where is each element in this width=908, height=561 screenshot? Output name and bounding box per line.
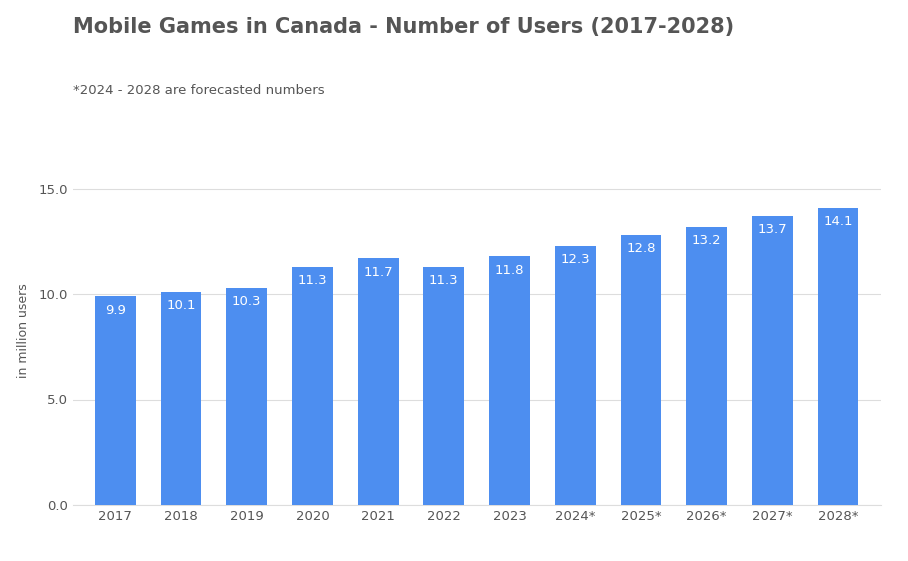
Bar <box>489 256 530 505</box>
Text: 12.3: 12.3 <box>560 253 590 266</box>
Bar <box>555 246 596 505</box>
Text: 11.3: 11.3 <box>429 274 459 287</box>
Bar <box>226 288 267 505</box>
Bar <box>95 296 135 505</box>
Text: 13.7: 13.7 <box>757 223 787 237</box>
Text: 11.8: 11.8 <box>495 264 524 277</box>
Bar <box>358 258 399 505</box>
Text: 13.2: 13.2 <box>692 234 722 247</box>
Bar <box>752 216 793 505</box>
Text: Mobile Games in Canada - Number of Users (2017-2028): Mobile Games in Canada - Number of Users… <box>73 17 734 37</box>
Bar <box>620 235 661 505</box>
Text: 11.7: 11.7 <box>363 266 393 279</box>
Bar <box>423 266 464 505</box>
Text: 14.1: 14.1 <box>824 215 853 228</box>
Text: 10.1: 10.1 <box>166 300 196 312</box>
Text: 12.8: 12.8 <box>627 242 656 255</box>
Text: 11.3: 11.3 <box>298 274 327 287</box>
Bar <box>818 208 858 505</box>
Bar <box>292 266 333 505</box>
Bar <box>161 292 202 505</box>
Text: *2024 - 2028 are forecasted numbers: *2024 - 2028 are forecasted numbers <box>73 84 324 97</box>
Text: 9.9: 9.9 <box>105 304 126 316</box>
Y-axis label: in million users: in million users <box>17 284 30 378</box>
Bar <box>686 227 727 505</box>
Text: 10.3: 10.3 <box>232 295 262 308</box>
